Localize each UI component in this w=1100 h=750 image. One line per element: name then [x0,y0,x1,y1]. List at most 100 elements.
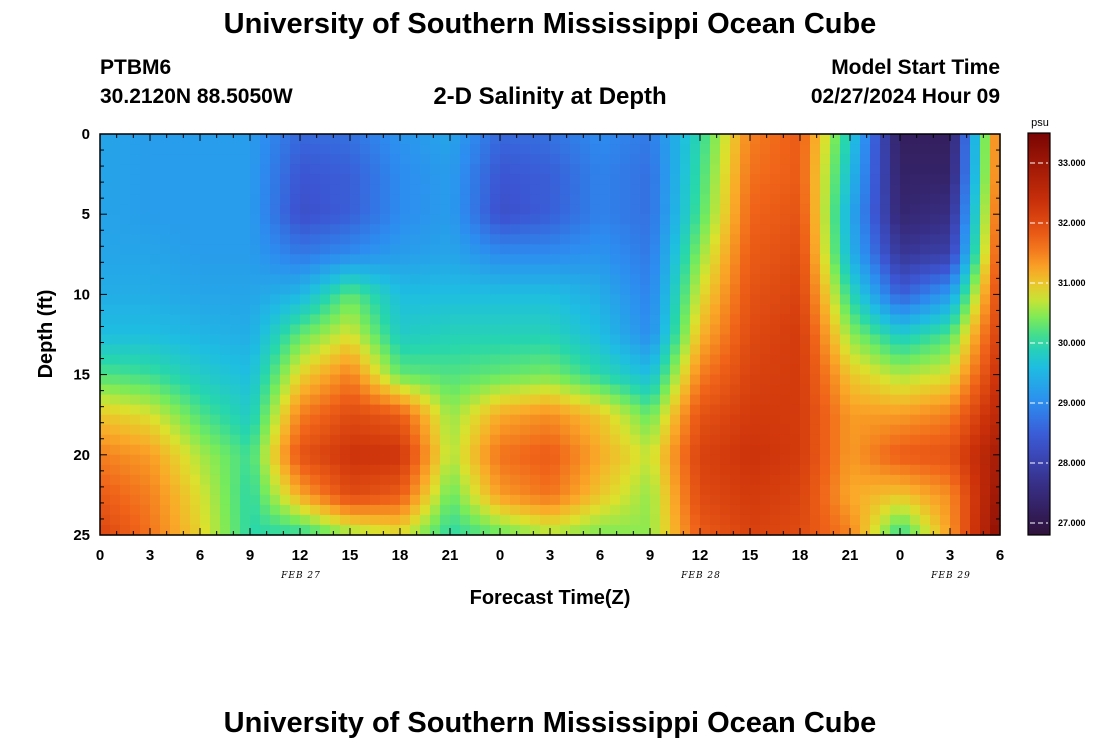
heatmap-cell [580,324,591,336]
heatmap-cell [580,444,591,456]
heatmap-cell [880,224,891,235]
heatmap-cell [160,144,171,155]
heatmap-cell [870,354,881,366]
heatmap-cell [550,464,561,476]
heatmap-cell [330,514,341,526]
heatmap-cell [220,414,231,426]
heatmap-cell [610,204,621,215]
heatmap-cell [100,524,111,536]
heatmap-cell [840,394,851,406]
heatmap-cell [590,144,601,155]
heatmap-cell [570,274,581,285]
heatmap-cell [800,454,811,466]
heatmap-cell [270,164,281,175]
heatmap-cell [640,434,651,446]
heatmap-cell [770,374,781,386]
heatmap-cell [550,454,561,466]
heatmap-cell [180,254,191,265]
heatmap-cell [440,174,451,185]
heatmap-cell [500,194,511,205]
heatmap-cell [270,474,281,486]
heatmap-cell [410,334,421,346]
heatmap-cell [700,254,711,265]
heatmap-cell [400,264,411,275]
heatmap-cell [460,444,471,456]
heatmap-cell [310,384,321,396]
heatmap-cell [630,374,641,386]
heatmap-cell [900,224,911,235]
heatmap-cell [290,174,301,185]
heatmap-cell [580,524,591,536]
heatmap-cell [600,134,611,145]
heatmap-cell [730,244,741,255]
heatmap-cell [200,154,211,165]
heatmap-cell [140,284,151,296]
heatmap-cell [480,484,491,496]
heatmap-cell [830,494,841,506]
heatmap-cell [880,464,891,476]
heatmap-cell [610,414,621,426]
heatmap-cell [390,334,401,346]
heatmap-cell [450,264,461,275]
heatmap-cell [330,314,341,326]
heatmap-cell [880,414,891,426]
heatmap-cell [680,144,691,155]
heatmap-cell [830,134,841,145]
heatmap-cell [590,274,601,285]
heatmap-cell [600,524,611,536]
heatmap-cell [290,344,301,356]
heatmap-cell [550,154,561,165]
heatmap-cell [470,144,481,155]
heatmap-cell [760,414,771,426]
heatmap-cell [670,274,681,285]
heatmap-cell [510,214,521,225]
heatmap-cell [980,264,991,275]
heatmap-cell [260,514,271,526]
heatmap-cell [650,334,661,346]
heatmap-cell [740,334,751,346]
heatmap-cell [750,524,761,536]
heatmap-cell [660,354,671,366]
heatmap-cell [780,214,791,225]
heatmap-cell [190,344,201,356]
heatmap-cell [350,274,361,285]
heatmap-cell [420,394,431,406]
heatmap-cell [820,434,831,446]
heatmap-cell [920,184,931,195]
heatmap-cell [710,374,721,386]
heatmap-cell [350,364,361,376]
heatmap-cell [380,234,391,245]
heatmap-cell [390,294,401,306]
heatmap-cell [500,314,511,326]
heatmap-cell [280,324,291,336]
heatmap-cell [820,214,831,225]
heatmap-cell [440,514,451,526]
heatmap-cell [170,394,181,406]
heatmap-cell [850,424,861,436]
heatmap-cell [830,364,841,376]
heatmap-cell [720,324,731,336]
heatmap-cell [640,214,651,225]
heatmap-cell [540,224,551,235]
heatmap-cell [460,334,471,346]
heatmap-cell [500,214,511,225]
heatmap-cell [410,234,421,245]
heatmap-cell [190,304,201,316]
heatmap-cell [460,504,471,516]
heatmap-cell [460,414,471,426]
heatmap-cell [870,234,881,245]
heatmap-cell [860,184,871,195]
heatmap-cell [660,274,671,285]
heatmap-cell [140,154,151,165]
heatmap-cell [850,414,861,426]
heatmap-cell [380,374,391,386]
heatmap-cell [120,454,131,466]
heatmap-cell [800,514,811,526]
heatmap-cell [960,274,971,285]
heatmap-cell [460,164,471,175]
heatmap-cell [980,394,991,406]
heatmap-cell [440,144,451,155]
heatmap-cell [940,284,951,296]
heatmap-cell [880,164,891,175]
heatmap-cell [660,464,671,476]
